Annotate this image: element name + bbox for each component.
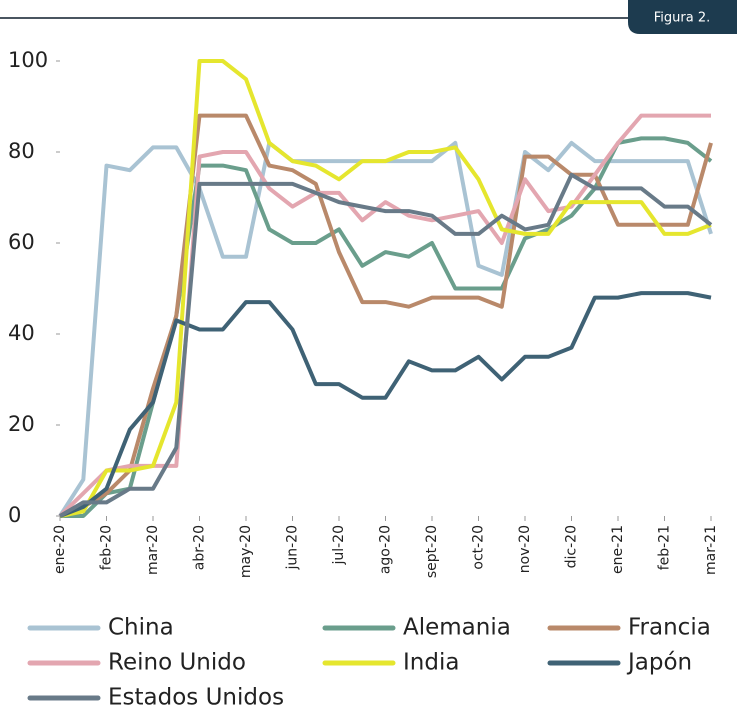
- y-tick-label: 20: [8, 412, 35, 436]
- x-tick-label: mar-21: [703, 525, 719, 575]
- tag-box: [628, 0, 737, 34]
- y-tick-label: 60: [8, 230, 35, 254]
- x-tick-label: oct-20: [471, 525, 487, 570]
- x-tick-label: feb-20: [99, 525, 115, 570]
- x-tick-label: mar-20: [145, 525, 161, 575]
- legend-label: Alemania: [403, 615, 511, 641]
- x-tick-label: dic-20: [564, 525, 580, 568]
- legend-label: Japón: [626, 650, 692, 676]
- legend-label: Estados Unidos: [108, 685, 284, 711]
- x-tick-label: nov-20: [517, 525, 533, 573]
- x-tick-label: jul-20: [331, 525, 347, 566]
- legend-label: Reino Unido: [108, 650, 246, 676]
- legend-label: India: [403, 650, 459, 676]
- y-tick-label: 40: [8, 321, 35, 345]
- legend-label: China: [108, 615, 174, 641]
- series-line: [59, 113, 713, 518]
- x-tick-label: ene-21: [610, 525, 626, 574]
- tag: Figura 2.: [654, 11, 710, 26]
- series-line: [59, 291, 712, 518]
- x-tick-label: abr-20: [192, 525, 208, 570]
- y-tick-label: 0: [8, 503, 21, 527]
- x-tick-label: ene-20: [52, 525, 68, 574]
- series-line: [60, 136, 713, 518]
- series-line: [59, 59, 712, 518]
- legend-label: Francia: [628, 615, 711, 641]
- x-tick-label: jun-20: [285, 525, 301, 571]
- x-tick-label: sept-20: [424, 525, 440, 578]
- x-tick-label: may-20: [238, 525, 254, 578]
- x-tick-label: ago-20: [378, 525, 394, 574]
- y-tick-label: 80: [8, 139, 35, 163]
- series-line: [58, 113, 711, 518]
- x-tick-label: feb-21: [657, 525, 673, 570]
- series-line: [58, 172, 713, 518]
- series-line: [58, 140, 713, 518]
- y-tick-label: 100: [8, 48, 48, 72]
